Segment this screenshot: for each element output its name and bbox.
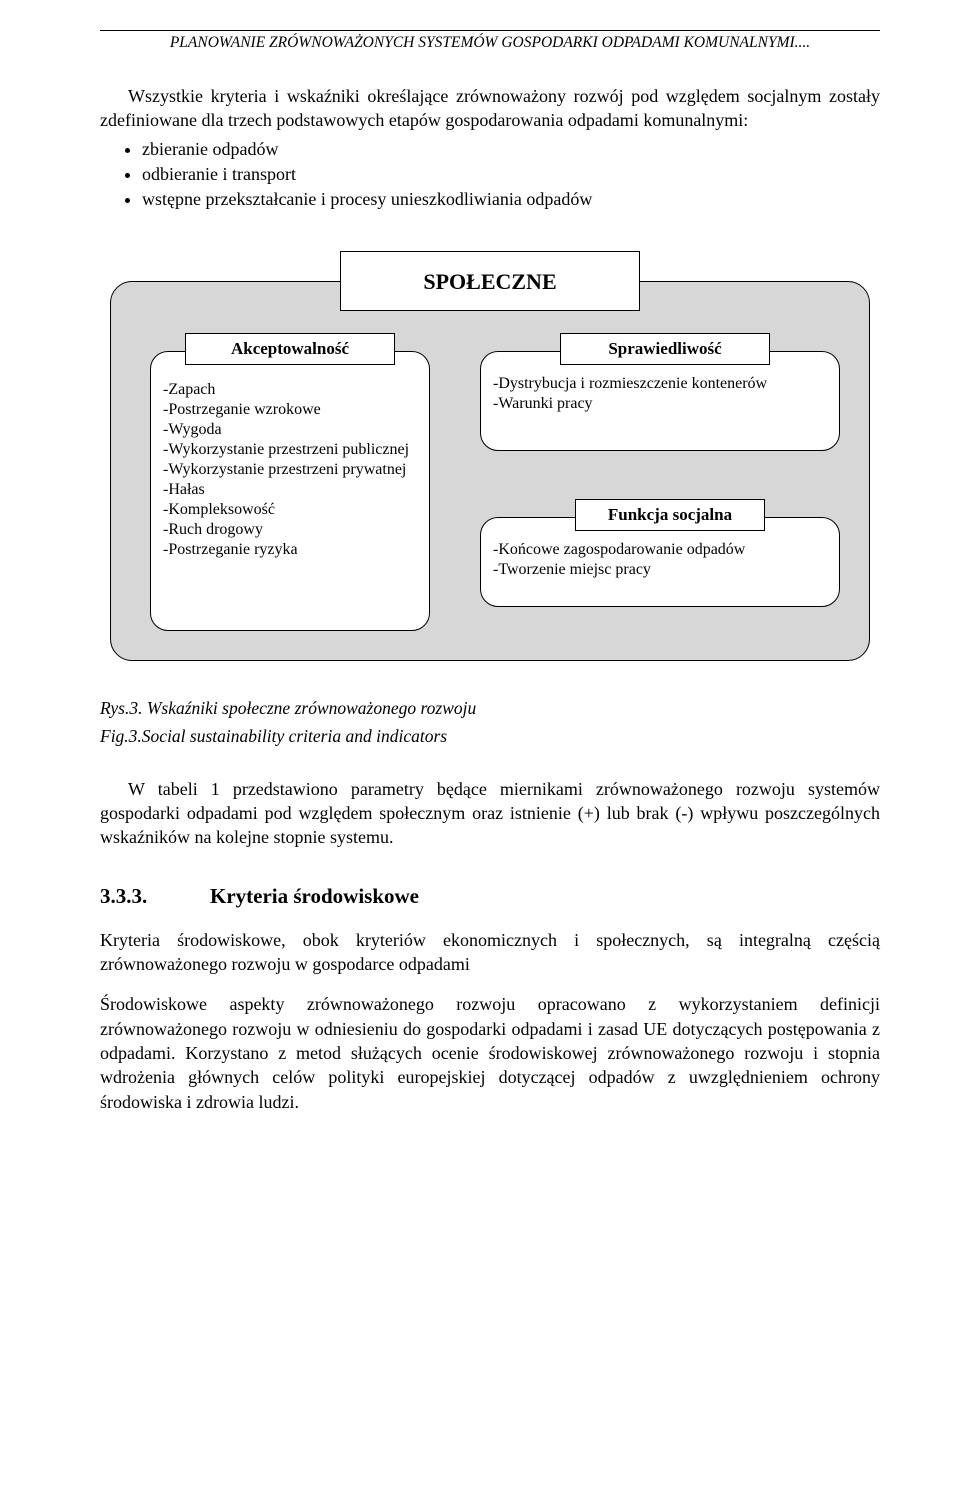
box-acceptability-items: -Zapach -Postrzeganie wzrokowe -Wygoda -… bbox=[150, 351, 430, 631]
env-paragraph-1: Kryteria środowiskowe, obok kryteriów ek… bbox=[100, 928, 880, 977]
table-ref-paragraph: W tabeli 1 przedstawiono parametry będąc… bbox=[100, 777, 880, 850]
list-item: zbieranie odpadów bbox=[142, 137, 880, 161]
box-fairness-items: -Dystrybucja i rozmieszczenie kontenerów… bbox=[480, 351, 840, 451]
header-rule bbox=[100, 30, 880, 31]
intro-paragraph: Wszystkie kryteria i wskaźniki określają… bbox=[100, 84, 880, 133]
list-item: wstępne przekształcanie i procesy uniesz… bbox=[142, 187, 880, 211]
heading-text: Kryteria środowiskowe bbox=[210, 884, 419, 908]
running-head: PLANOWANIE ZRÓWNOWAŻONYCH SYSTEMÓW GOSPO… bbox=[100, 33, 880, 54]
list-item: odbieranie i transport bbox=[142, 162, 880, 186]
figure-caption-en: Fig.3.Social sustainability criteria and… bbox=[100, 725, 880, 749]
label-acceptability: Akceptowalność bbox=[185, 333, 395, 365]
label-social-function: Funkcja socjalna bbox=[575, 499, 765, 531]
heading-number: 3.3.3. bbox=[100, 882, 210, 910]
figure-caption-pl: Rys.3. Wskaźniki społeczne zrównoważoneg… bbox=[100, 697, 880, 721]
stage-list: zbieranie odpadów odbieranie i transport… bbox=[100, 137, 880, 212]
section-heading-env: 3.3.3.Kryteria środowiskowe bbox=[100, 882, 880, 910]
env-paragraph-2: Środowiskowe aspekty zrównoważonego rozw… bbox=[100, 992, 880, 1113]
label-fairness: Sprawiedliwość bbox=[560, 333, 770, 365]
diagram-social: SPOŁECZNE Akceptowalność -Zapach -Postrz… bbox=[110, 237, 870, 667]
diagram-title: SPOŁECZNE bbox=[340, 251, 640, 311]
